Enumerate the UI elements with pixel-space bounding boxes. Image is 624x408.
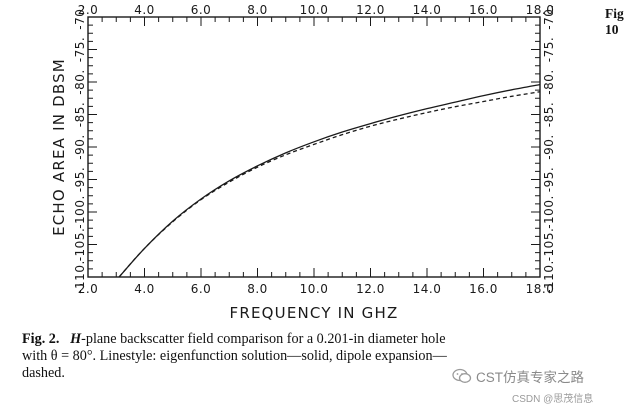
- x-tick-label-top: 14.0: [413, 3, 442, 17]
- y-tick-label-right: -90.: [542, 134, 556, 159]
- caption-fig-label: Fig. 2.: [22, 331, 60, 347]
- y-tick-label-right: -80.: [542, 69, 556, 94]
- series-eigenfunction: [118, 83, 541, 278]
- x-tick-label-bottom: 14.0: [413, 282, 442, 296]
- left-tick-labels: -110.-105.-100. -95. -90. -85. -80. -75. -70.: [73, 4, 87, 293]
- x-tick-label-bottom: 16.0: [469, 282, 498, 296]
- y-tick-label-left: -105.: [73, 228, 87, 262]
- y-tick-label-right: -85.: [542, 102, 556, 127]
- series-layer: [118, 83, 541, 278]
- watermark-text: CST仿真专家之路: [476, 370, 584, 385]
- x-tick-label-top: 8.0: [247, 3, 268, 17]
- side-fragment-line2: 10: [605, 22, 619, 37]
- watermark: CST仿真专家之路: [452, 366, 584, 386]
- figure-caption: Fig. 2. H-plane backscatter field compar…: [22, 331, 582, 382]
- x-tick-label-bottom: 18.0: [526, 282, 555, 296]
- y-tick-label-left: -70.: [73, 4, 87, 29]
- y-tick-label-right: -105.: [542, 228, 556, 262]
- side-fragment: Fig 10: [605, 6, 624, 38]
- bottom-tick-labels: 2.0 4.0 6.0 8.0 10.0 12.0 14.0 16.0 18.0: [78, 282, 555, 296]
- x-tick-label-top: 6.0: [191, 3, 212, 17]
- y-tick-label-left: -110.: [73, 260, 87, 294]
- x-tick-label-bottom: 2.0: [78, 282, 99, 296]
- y-tick-label-right: -95.: [542, 167, 556, 192]
- x-tick-label-bottom: 12.0: [356, 282, 385, 296]
- caption-h-symbol: H: [70, 331, 82, 347]
- ticks-group: [87, 16, 541, 278]
- caption-line-2: with θ = 80°. Linestyle: eigenfunction s…: [22, 348, 447, 364]
- plot-frame: [87, 16, 541, 278]
- wechat-icon: [452, 368, 472, 383]
- x-tick-label-top: 18.0: [526, 3, 555, 17]
- y-tick-label-right: -70.: [542, 4, 556, 29]
- y-tick-label-left: -95.: [73, 167, 87, 192]
- right-tick-labels: -110.-105.-100. -95. -90. -85. -80. -75. -70.: [542, 4, 556, 293]
- y-tick-label-left: -100.: [73, 195, 87, 229]
- side-fragment-line1: Fig: [605, 6, 624, 21]
- x-tick-label-bottom: 6.0: [191, 282, 212, 296]
- y-axis-title: ECHO AREA IN DBSM: [50, 58, 68, 236]
- caption-line-1: -plane backscatter field comparison for …: [81, 331, 446, 347]
- x-tick-label-bottom: 8.0: [247, 282, 268, 296]
- x-tick-label-bottom: 10.0: [300, 282, 329, 296]
- x-tick-label-bottom: 4.0: [134, 282, 155, 296]
- x-axis-title: FREQUENCY IN GHZ: [230, 304, 399, 322]
- y-tick-label-right: -100.: [542, 195, 556, 229]
- y-tick-label-left: -85.: [73, 102, 87, 127]
- y-tick-label-left: -80.: [73, 69, 87, 94]
- caption-line-3: dashed.: [22, 365, 65, 381]
- y-tick-label-left: -75.: [73, 37, 87, 62]
- x-tick-label-top: 16.0: [469, 3, 498, 17]
- x-tick-label-top: 12.0: [356, 3, 385, 17]
- series-dipole-expansion: [118, 91, 541, 278]
- top-tick-labels: 2.0 4.0 6.0 8.0 10.0 12.0 14.0 16.0 18.0: [78, 3, 555, 17]
- x-tick-label-top: 2.0: [78, 3, 99, 17]
- y-tick-label-right: -75.: [542, 37, 556, 62]
- y-tick-label-left: -90.: [73, 134, 87, 159]
- y-tick-label-right: -110.: [542, 260, 556, 294]
- x-tick-label-top: 10.0: [300, 3, 329, 17]
- watermark-sub: CSDN @思茂信息: [512, 394, 594, 405]
- x-tick-label-top: 4.0: [134, 3, 155, 17]
